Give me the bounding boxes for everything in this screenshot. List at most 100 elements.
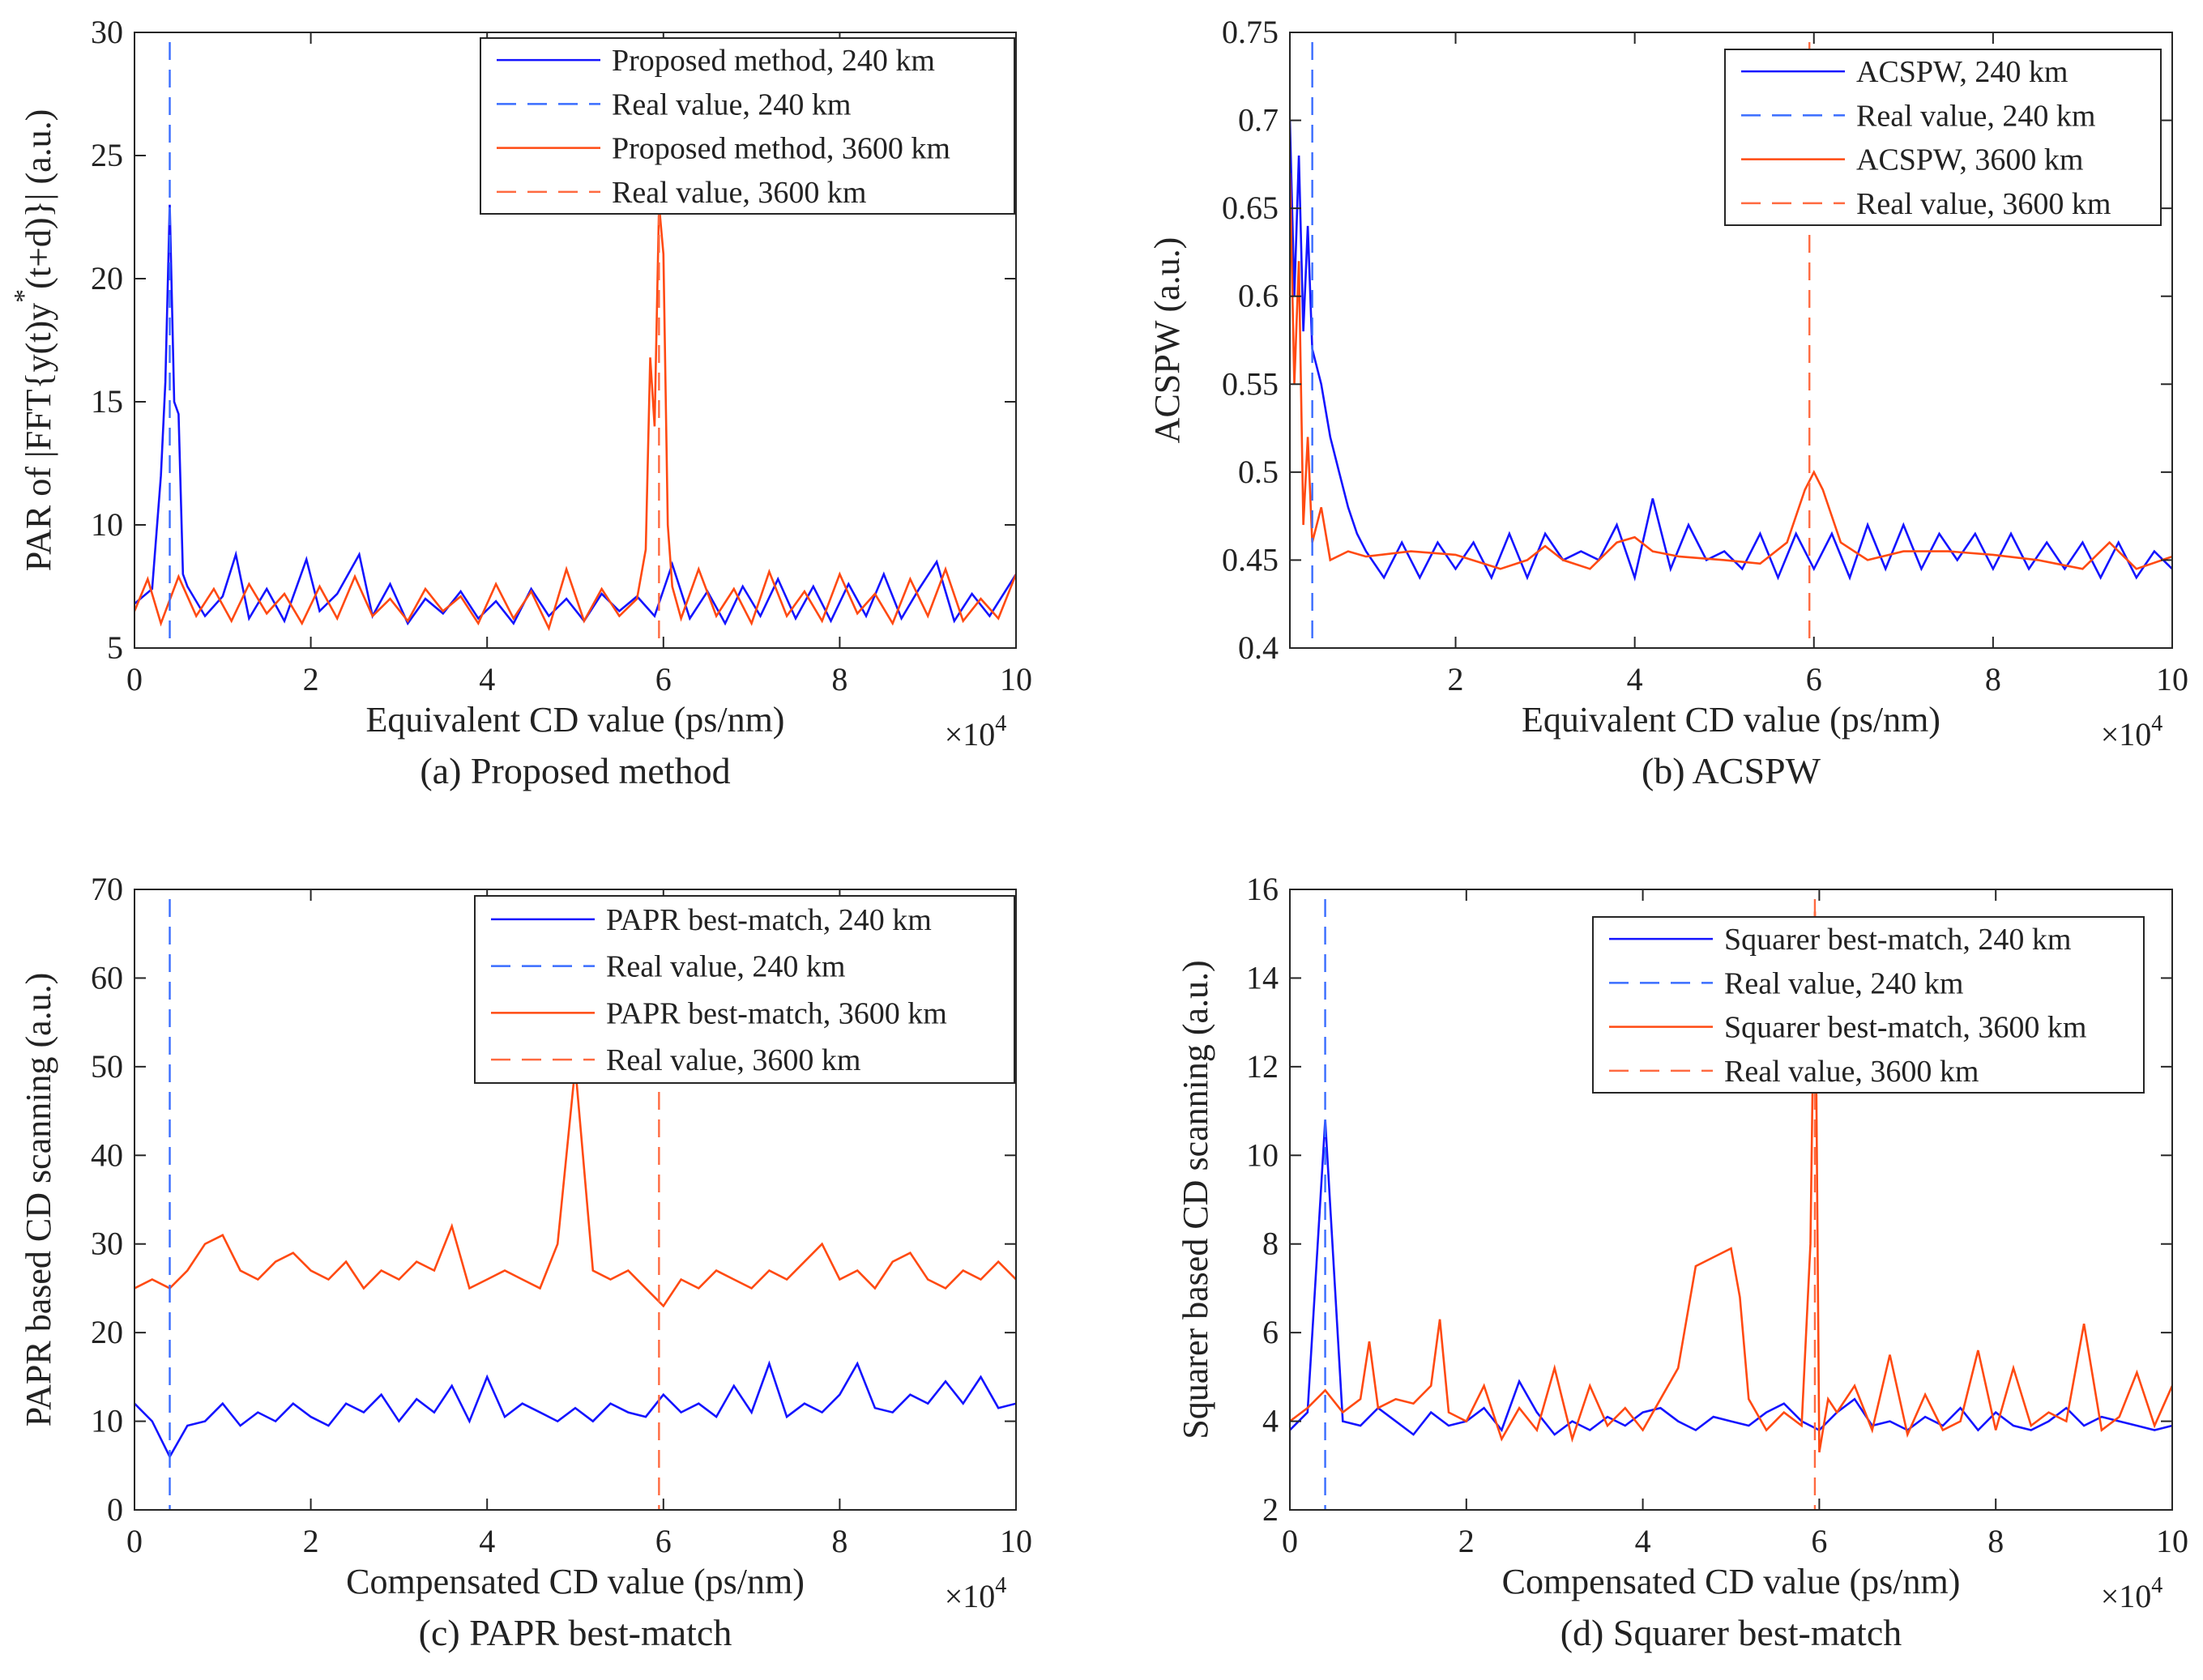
x-multiplier: ×104 (945, 711, 1007, 753)
y-axis-label: PAR of |FFT{y(t)y*(t+d)}| (a.u.) (9, 109, 58, 572)
x-tick-label: 8 (1987, 1523, 2004, 1559)
legend-entry: Real value, 3600 km (1856, 187, 2111, 221)
panel-c: 0 2 4 6 8 10 0 10 20 30 40 50 60 70 Compensated CD val… (19, 871, 1032, 1653)
x-tick-label: 10 (1000, 1523, 1032, 1559)
legend-entry: Proposed method, 240 km (612, 44, 935, 78)
y-tick-label: 15 (91, 383, 123, 420)
y-tick-label: 30 (91, 14, 123, 50)
axes-box (134, 889, 1017, 1511)
legend-box (474, 895, 1015, 1084)
axes-box (1289, 32, 2173, 649)
y-tick-label: 10 (91, 1403, 123, 1439)
panel-caption: (d) Squarer best-match (1560, 1612, 1902, 1653)
y-tick-label: 60 (91, 959, 123, 996)
y-label-sup: * (9, 289, 39, 303)
legend-entry: PAPR best-match, 240 km (606, 903, 932, 937)
x-tick-label: 6 (1806, 661, 1822, 697)
x-tick-label: 6 (655, 661, 672, 697)
y-tick-label: 0.4 (1238, 629, 1279, 666)
axes-box (134, 32, 1017, 649)
legend-entry: ACSPW, 240 km (1856, 55, 2069, 89)
series-line-240km (134, 1360, 1016, 1460)
x-tick-label: 0 (126, 1523, 143, 1559)
y-tick-label: 6 (1262, 1314, 1279, 1350)
y-tick-label: 5 (107, 629, 123, 666)
y-tick-label: 10 (91, 506, 123, 543)
y-tick-label: 0.7 (1238, 102, 1279, 139)
legend-entry: Real value, 240 km (612, 87, 851, 122)
x-tick-label: 10 (2156, 661, 2188, 697)
y-tick-label: 0.45 (1222, 541, 1279, 578)
x-tick-label: 10 (2156, 1523, 2188, 1559)
y-tick-label: 70 (91, 871, 123, 907)
x-multiplier-base: ×10 (945, 1578, 996, 1614)
legend-entry: Real value, 3600 km (1724, 1055, 1979, 1089)
x-tick-label: 6 (1811, 1523, 1827, 1559)
x-multiplier-exp: 4 (2151, 711, 2162, 736)
y-label-main: Squarer based CD scanning (a.u.) (1176, 960, 1215, 1439)
legend-box (1724, 49, 2162, 226)
x-tick-label: 6 (655, 1523, 672, 1559)
x-multiplier-base: ×10 (2101, 1578, 2152, 1614)
x-tick-label: 2 (303, 661, 319, 697)
y-axis-label: ACSPW (a.u.) (1147, 237, 1187, 444)
x-tick-label: 0 (1282, 1523, 1298, 1559)
legend-entry: Real value, 240 km (1856, 99, 2095, 133)
x-tick-label: 8 (831, 1523, 847, 1559)
x-tick-label: 2 (1458, 1523, 1475, 1559)
legend: Proposed method, 240 km Real value, 240 k… (480, 37, 1015, 215)
y-tick-label: 40 (91, 1136, 123, 1173)
x-tick-label: 4 (1627, 661, 1643, 697)
x-tick-label: 10 (1000, 661, 1032, 697)
panel-a: 0 2 4 6 8 10 5 10 15 20 25 30 Equivalent CD value (p… (9, 14, 1032, 791)
x-multiplier-exp: 4 (995, 711, 1006, 736)
x-multiplier: ×104 (2101, 1573, 2163, 1614)
y-tick-label: 25 (91, 137, 123, 173)
x-multiplier-base: ×10 (2101, 716, 2152, 753)
y-tick-label: 20 (91, 260, 123, 296)
x-multiplier-base: ×10 (945, 716, 996, 753)
axes-box (1289, 889, 2173, 1511)
y-tick-label: 4 (1262, 1403, 1279, 1439)
y-tick-label: 0.6 (1238, 278, 1279, 314)
x-tick-label: 0 (126, 661, 143, 697)
x-tick-label: 4 (1635, 1523, 1651, 1559)
legend-entry: Real value, 240 km (1724, 966, 1963, 1000)
y-tick-label: 50 (91, 1048, 123, 1085)
x-axis-label: Equivalent CD value (ps/nm) (366, 700, 785, 740)
x-axis-label: Equivalent CD value (ps/nm) (1522, 700, 1940, 740)
y-tick-label: 8 (1262, 1226, 1279, 1262)
panel-caption: (c) PAPR best-match (419, 1612, 732, 1653)
y-tick-label: 14 (1246, 959, 1279, 996)
x-tick-label: 8 (1985, 661, 2001, 697)
series-line-3600km (1290, 911, 2172, 1453)
x-multiplier-exp: 4 (2151, 1573, 2162, 1598)
legend-entry: PAPR best-match, 3600 km (606, 996, 947, 1030)
legend-entry: Real value, 240 km (606, 950, 845, 984)
y-tick-label: 30 (91, 1226, 123, 1262)
legend-entry: ACSPW, 3600 km (1856, 143, 2084, 177)
legend: ACSPW, 240 km Real value, 240 km ACSPW, 36… (1724, 49, 2162, 226)
y-label-main: PAR of |FFT{y(t)y (19, 303, 58, 571)
x-tick-label: 2 (1448, 661, 1464, 697)
legend-entry: Squarer best-match, 3600 km (1724, 1011, 2086, 1045)
y-label-main: ACSPW (a.u.) (1147, 237, 1187, 444)
x-axis-label: Compensated CD value (ps/nm) (1502, 1562, 1961, 1601)
legend: Squarer best-match, 240 km Real value, 24… (1592, 916, 2145, 1094)
y-tick-label: 0.75 (1222, 14, 1279, 50)
series-line-3600km (134, 204, 1016, 632)
y-axis-label: Squarer based CD scanning (a.u.) (1176, 960, 1215, 1439)
x-tick-label: 4 (479, 661, 495, 697)
y-tick-label: 0.65 (1222, 190, 1279, 226)
x-tick-label: 8 (831, 661, 847, 697)
y-tick-label: 0 (107, 1491, 123, 1528)
legend-entry: Real value, 3600 km (612, 176, 866, 210)
legend-entry: Real value, 3600 km (606, 1043, 860, 1077)
legend-entry: Proposed method, 3600 km (612, 132, 950, 166)
y-tick-label: 20 (91, 1314, 123, 1350)
y-tick-label: 0.5 (1238, 454, 1279, 490)
x-multiplier: ×104 (945, 1573, 1007, 1614)
y-label-post: (t+d)}| (a.u.) (19, 109, 58, 289)
